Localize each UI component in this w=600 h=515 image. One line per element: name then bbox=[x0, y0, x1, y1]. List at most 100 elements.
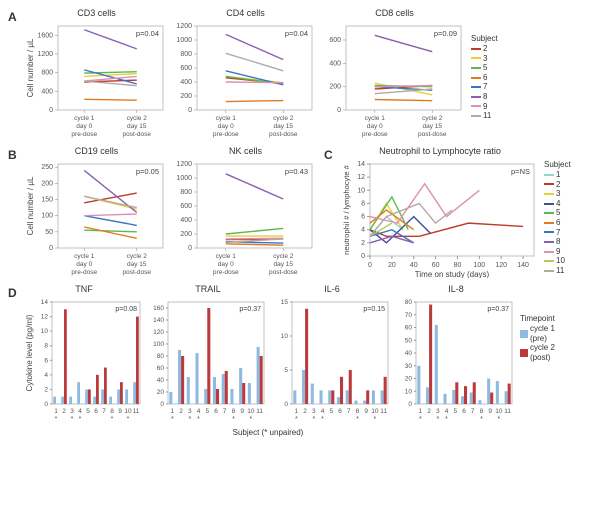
bar-pre bbox=[381, 390, 384, 404]
bar-pre bbox=[53, 397, 56, 404]
svg-text:4: 4 bbox=[445, 408, 449, 415]
svg-text:*: * bbox=[312, 416, 315, 423]
chart-title: CD19 cells bbox=[24, 146, 169, 156]
svg-text:100: 100 bbox=[41, 213, 53, 220]
svg-text:0: 0 bbox=[49, 245, 53, 252]
svg-text:10: 10 bbox=[357, 187, 365, 194]
bar-post bbox=[88, 389, 91, 404]
bar-pre bbox=[372, 390, 375, 404]
svg-text:1200: 1200 bbox=[37, 51, 53, 58]
svg-text:0: 0 bbox=[44, 401, 48, 408]
svg-text:40: 40 bbox=[410, 262, 418, 269]
svg-text:day 15: day 15 bbox=[422, 123, 442, 130]
svg-text:400: 400 bbox=[180, 217, 192, 224]
svg-text:9: 9 bbox=[118, 408, 122, 415]
paneld-xlabel: Subject (* unpaired) bbox=[28, 428, 508, 437]
panel-label-c: C bbox=[324, 146, 336, 278]
bar-post bbox=[136, 317, 139, 404]
panel-label-d: D bbox=[8, 284, 20, 300]
svg-text:80: 80 bbox=[405, 299, 413, 306]
svg-text:10: 10 bbox=[281, 333, 289, 340]
svg-text:0: 0 bbox=[361, 253, 365, 260]
svg-text:140: 140 bbox=[153, 317, 164, 324]
line-chart: CD19 cells050100150200250cycle 1day 0pre… bbox=[24, 146, 169, 278]
bar-post bbox=[96, 375, 99, 404]
svg-text:80: 80 bbox=[157, 353, 165, 360]
bar-pre bbox=[461, 396, 464, 404]
svg-text:pre-dose: pre-dose bbox=[71, 131, 97, 138]
svg-text:10: 10 bbox=[124, 408, 132, 415]
series-line bbox=[84, 30, 137, 49]
svg-text:1: 1 bbox=[171, 408, 175, 415]
bar-pre bbox=[133, 382, 136, 404]
svg-text:10: 10 bbox=[247, 408, 255, 415]
svg-text:600: 600 bbox=[180, 65, 192, 72]
svg-text:4: 4 bbox=[44, 372, 48, 379]
svg-text:0: 0 bbox=[408, 401, 412, 408]
bar-pre bbox=[69, 397, 72, 404]
line-chart: CD4 cells020040060080010001200cycle 1day… bbox=[173, 8, 318, 140]
bar-chart: IL-8010203040506070801*23*4*5678*910*11p… bbox=[396, 284, 516, 426]
svg-text:*: * bbox=[356, 416, 359, 423]
bar-post bbox=[305, 309, 308, 404]
chart-title: CD4 cells bbox=[173, 8, 318, 18]
svg-text:1: 1 bbox=[54, 408, 58, 415]
bar-pre bbox=[478, 400, 481, 404]
svg-text:800: 800 bbox=[180, 51, 192, 58]
bar-pre bbox=[61, 397, 64, 404]
bar-pre bbox=[101, 389, 104, 404]
svg-text:600: 600 bbox=[329, 37, 341, 44]
svg-text:20: 20 bbox=[405, 376, 413, 383]
svg-text:4: 4 bbox=[197, 408, 201, 415]
svg-text:200: 200 bbox=[329, 84, 341, 91]
svg-text:1: 1 bbox=[419, 408, 423, 415]
svg-text:0: 0 bbox=[188, 107, 192, 114]
svg-text:8: 8 bbox=[232, 408, 236, 415]
svg-text:8: 8 bbox=[480, 408, 484, 415]
legend-subjects-c: Subject1234567891011 bbox=[544, 146, 571, 278]
series-line bbox=[84, 230, 137, 232]
svg-text:post-dose: post-dose bbox=[122, 269, 151, 276]
svg-text:post-dose: post-dose bbox=[122, 131, 151, 138]
svg-text:7: 7 bbox=[471, 408, 475, 415]
bar-pre bbox=[417, 366, 420, 404]
bar-chart: IL-60510151*23*4*5678*910*11p=0.15 bbox=[272, 284, 392, 426]
svg-text:1200: 1200 bbox=[176, 161, 192, 168]
svg-text:14: 14 bbox=[357, 161, 365, 168]
bar-post bbox=[207, 308, 210, 404]
svg-text:cycle 2: cycle 2 bbox=[273, 115, 294, 122]
bar-pre bbox=[222, 374, 225, 404]
svg-text:12: 12 bbox=[41, 314, 49, 321]
svg-text:400: 400 bbox=[329, 60, 341, 67]
svg-text:100: 100 bbox=[473, 262, 485, 269]
svg-text:1200: 1200 bbox=[176, 23, 192, 30]
svg-text:2: 2 bbox=[62, 408, 66, 415]
bar-pre bbox=[443, 394, 446, 404]
svg-text:120: 120 bbox=[153, 329, 164, 336]
svg-text:6: 6 bbox=[94, 408, 98, 415]
svg-text:100: 100 bbox=[153, 341, 164, 348]
svg-text:*: * bbox=[71, 416, 74, 423]
svg-text:10: 10 bbox=[495, 408, 503, 415]
nlr-chart: Neutrophil to Lymphocyte ratio0246810121… bbox=[340, 146, 540, 278]
svg-text:1: 1 bbox=[295, 408, 299, 415]
bar-post bbox=[349, 370, 352, 404]
svg-text:day 15: day 15 bbox=[127, 261, 147, 268]
bar-pre bbox=[302, 370, 305, 404]
svg-text:post-dose: post-dose bbox=[269, 131, 298, 138]
svg-text:5: 5 bbox=[329, 408, 333, 415]
svg-text:day 0: day 0 bbox=[367, 123, 383, 130]
svg-text:8: 8 bbox=[356, 408, 360, 415]
svg-text:7: 7 bbox=[347, 408, 351, 415]
svg-text:post-dose: post-dose bbox=[418, 131, 447, 138]
svg-text:4: 4 bbox=[78, 408, 82, 415]
svg-text:cycle 1: cycle 1 bbox=[216, 115, 237, 122]
svg-text:*: * bbox=[55, 416, 58, 423]
svg-text:Cell number / µL: Cell number / µL bbox=[26, 176, 35, 235]
svg-text:60: 60 bbox=[405, 325, 413, 332]
series-line bbox=[226, 82, 284, 83]
svg-text:day 0: day 0 bbox=[76, 123, 92, 130]
svg-text:140: 140 bbox=[517, 262, 529, 269]
svg-text:20: 20 bbox=[388, 262, 396, 269]
svg-text:3: 3 bbox=[70, 408, 74, 415]
